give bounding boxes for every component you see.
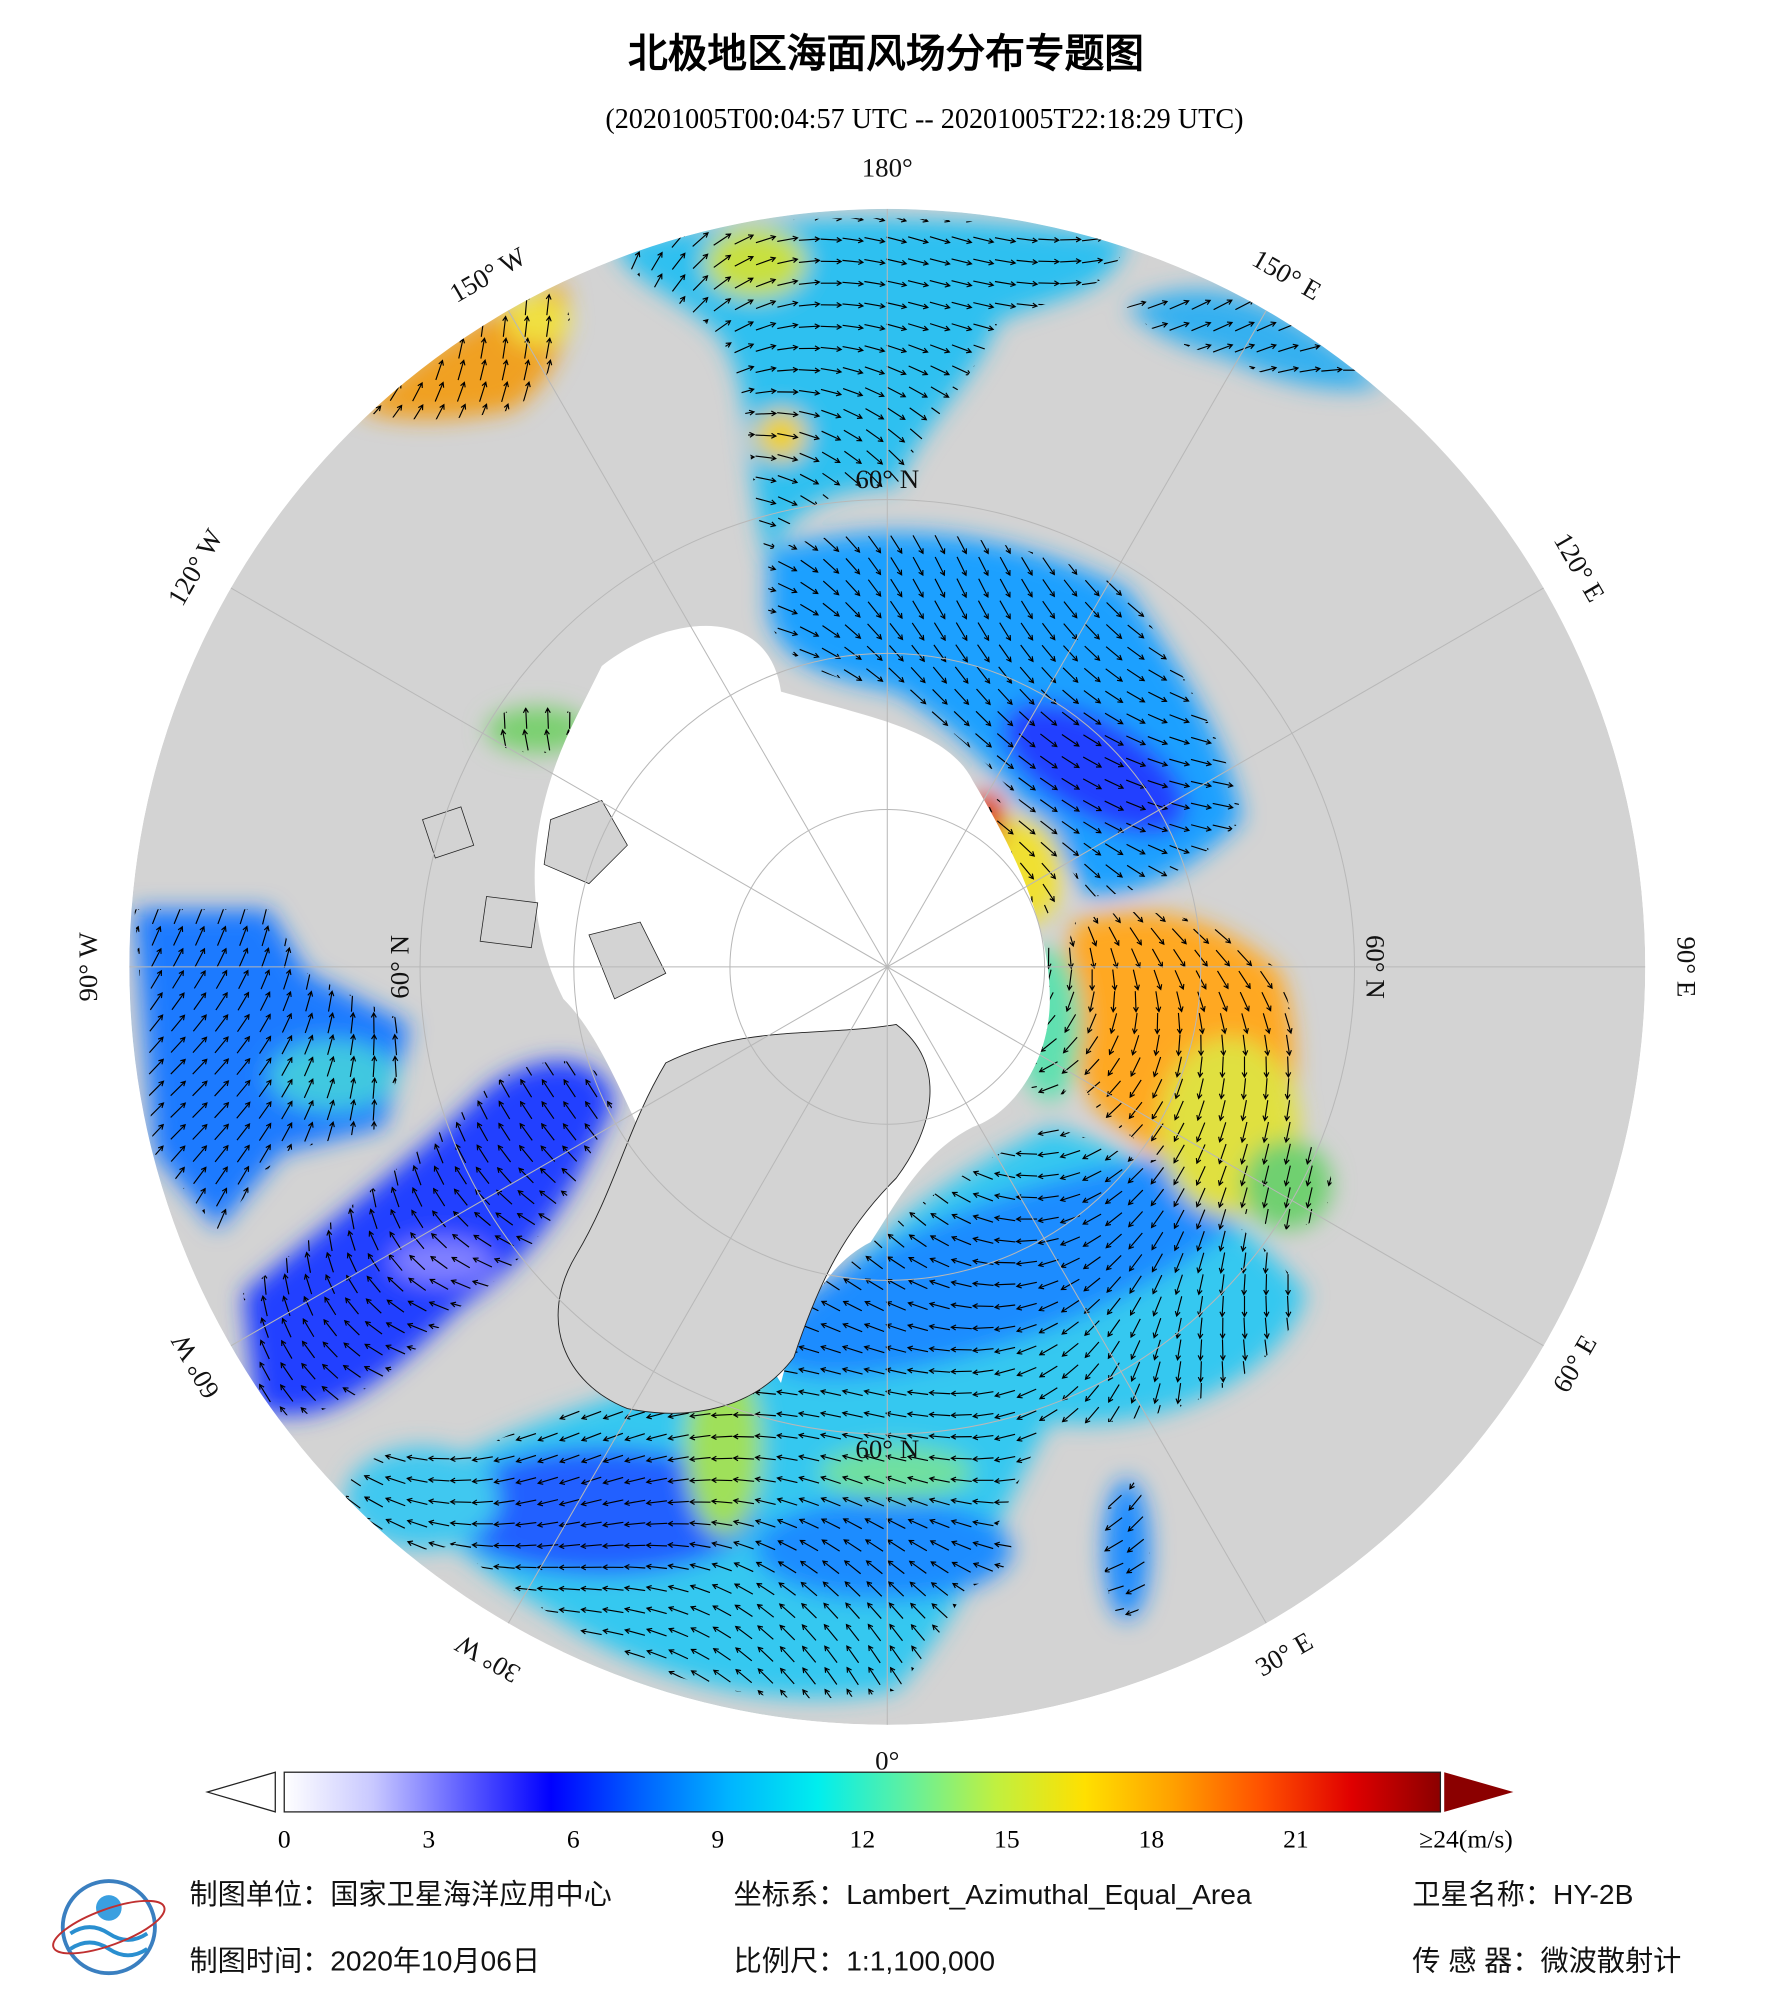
colorbar-tick-label: 15 bbox=[994, 1825, 1020, 1854]
colorbar-tick-label: 9 bbox=[711, 1825, 724, 1854]
longitude-label: 120° W bbox=[161, 523, 229, 610]
longitude-label: 90° E bbox=[1671, 936, 1701, 997]
longitude-label: 0° bbox=[875, 1745, 899, 1775]
footer-date: 制图时间：2020年10月06日 bbox=[189, 1946, 540, 1977]
latitude-label: 60° N bbox=[1360, 935, 1390, 999]
latitude-label: 60° N bbox=[855, 464, 919, 494]
colorbar-tick-label: 0 bbox=[278, 1825, 291, 1854]
longitude-label: 150° E bbox=[1247, 243, 1326, 306]
footer-sensor: 传 感 器：微波散射计 bbox=[1412, 1946, 1681, 1977]
colorbar-tick-label: 3 bbox=[422, 1825, 435, 1854]
latitude-label: 60° N bbox=[384, 935, 414, 999]
footer-organization: 制图单位：国家卫星海洋应用中心 bbox=[189, 1879, 611, 1910]
longitude-label: 90° W bbox=[73, 932, 103, 1002]
map-area bbox=[129, 208, 1646, 1725]
logo bbox=[52, 1879, 166, 1976]
wind-arrows bbox=[129, 213, 1646, 1725]
subtitle: (20201005T00:04:57 UTC -- 20201005T22:18… bbox=[605, 104, 1243, 135]
colorbar-tick-label: 21 bbox=[1283, 1825, 1309, 1854]
title: 北极地区海面风场分布专题图 bbox=[628, 32, 1144, 76]
longitude-label: 120° E bbox=[1548, 528, 1611, 607]
longitude-label: 60° E bbox=[1546, 1330, 1602, 1398]
longitude-label: 30° E bbox=[1250, 1626, 1318, 1682]
arctic-islands bbox=[422, 799, 667, 1000]
colorbar-over bbox=[1444, 1772, 1514, 1812]
colorbar-bar bbox=[283, 1771, 1442, 1813]
longitude-label: 150° W bbox=[444, 241, 531, 309]
latitude-label: 60° N bbox=[855, 1434, 919, 1464]
colorbar-tick-label: 18 bbox=[1139, 1825, 1165, 1854]
longitude-label: 60° W bbox=[165, 1328, 226, 1403]
sea-ice bbox=[534, 625, 1050, 1383]
colorbar: 0 3 6 9 12 15 18 21 ≥24(m/s) bbox=[205, 1771, 1514, 1854]
footer-satellite: 卫星名称：HY-2B bbox=[1412, 1879, 1633, 1910]
colorbar-tick-label: ≥24(m/s) bbox=[1419, 1825, 1513, 1854]
longitude-label: 180° bbox=[862, 153, 913, 183]
footer-projection: 坐标系：Lambert_Azimuthal_Equal_Area bbox=[734, 1879, 1252, 1910]
colorbar-under bbox=[205, 1771, 276, 1813]
longitude-label: 30° W bbox=[450, 1628, 525, 1689]
colorbar-tick-label: 12 bbox=[850, 1825, 876, 1854]
colorbar-tick-label: 6 bbox=[567, 1825, 580, 1854]
graticule bbox=[129, 208, 1646, 1725]
greenland bbox=[557, 1024, 931, 1414]
footer-scale: 比例尺：1:1,100,000 bbox=[734, 1946, 995, 1977]
